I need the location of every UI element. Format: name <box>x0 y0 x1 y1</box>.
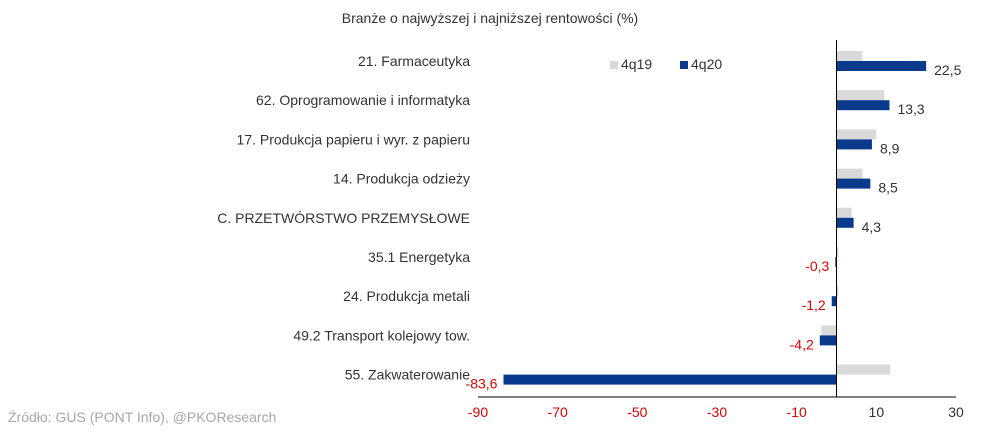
data-label: -1,2 <box>802 297 826 313</box>
x-tick-label: -70 <box>548 404 568 420</box>
legend-label-4q20: 4q20 <box>691 56 722 72</box>
bar-4q20 <box>836 217 854 228</box>
bar-4q20 <box>836 61 927 71</box>
x-tick-label: -10 <box>787 404 807 420</box>
bar-4q20 <box>503 374 837 385</box>
data-label: -0,3 <box>805 258 829 274</box>
category-label: C. PRZETWÓRSTWO PRZEMYSŁOWE <box>217 210 470 226</box>
data-label: 8,5 <box>878 180 898 196</box>
category-label: 24. Produkcja metali <box>343 288 470 304</box>
data-labels: 22,5 13,3 8,9 8,5 4,3 -0,3 -1,2 -4,2 -83,6 <box>466 62 962 392</box>
bar-4q20 <box>836 178 871 189</box>
data-label: 22,5 <box>934 62 961 78</box>
bar-4q19 <box>836 51 863 61</box>
x-tick-label: 30 <box>948 404 964 420</box>
bar-4q19 <box>836 247 839 257</box>
bar-4q20 <box>836 100 890 111</box>
data-label: 4,3 <box>862 219 882 235</box>
bar-4q20 <box>835 257 837 267</box>
legend-swatch-4q19 <box>610 61 618 69</box>
bar-4q19 <box>836 286 839 297</box>
data-label: -4,2 <box>790 336 814 352</box>
legend-swatch-4q20 <box>680 61 688 69</box>
bar-4q20 <box>836 139 872 150</box>
data-label: 8,9 <box>880 140 900 156</box>
bar-4q19 <box>836 207 852 218</box>
x-tick-label: 10 <box>869 404 885 420</box>
bar-4q20 <box>831 296 837 307</box>
category-label: 49.2 Transport kolejowy tow. <box>293 327 470 343</box>
bar-4q19 <box>836 90 885 101</box>
legend: 4q19 4q20 <box>610 56 722 72</box>
data-label: 13,3 <box>897 101 924 117</box>
legend-label-4q19: 4q19 <box>621 56 652 72</box>
data-label: -83,6 <box>466 376 498 392</box>
source-note: Źródło: GUS (PONT Info), @PKOResearch <box>8 409 276 425</box>
x-tick-label: -90 <box>468 404 488 420</box>
x-tick-labels: -90 -70 -50 -30 -10 10 30 <box>468 404 964 420</box>
category-label: 21. Farmaceutyka <box>358 53 470 69</box>
category-label: 35.1 Energetyka <box>368 249 470 265</box>
category-label: 17. Produkcja papieru i wyr. z papieru <box>237 131 470 147</box>
bar-4q19 <box>836 129 877 140</box>
bar-4q19 <box>821 325 837 336</box>
bar-4q20 <box>819 335 837 346</box>
x-tick-label: -50 <box>627 404 647 420</box>
x-tick-label: -30 <box>707 404 727 420</box>
category-labels: 21. Farmaceutyka 62. Oprogramowanie i inf… <box>217 53 470 383</box>
category-label: 14. Produkcja odzieży <box>333 171 470 187</box>
bars-group <box>503 51 927 385</box>
bar-4q19 <box>836 364 891 375</box>
category-label: 55. Zakwaterowanie <box>345 367 471 383</box>
category-label: 62. Oprogramowanie i informatyka <box>256 92 470 108</box>
chart-title: Branże o najwyższej i najniższej rentowo… <box>342 10 638 26</box>
bar-4q19 <box>836 168 863 179</box>
